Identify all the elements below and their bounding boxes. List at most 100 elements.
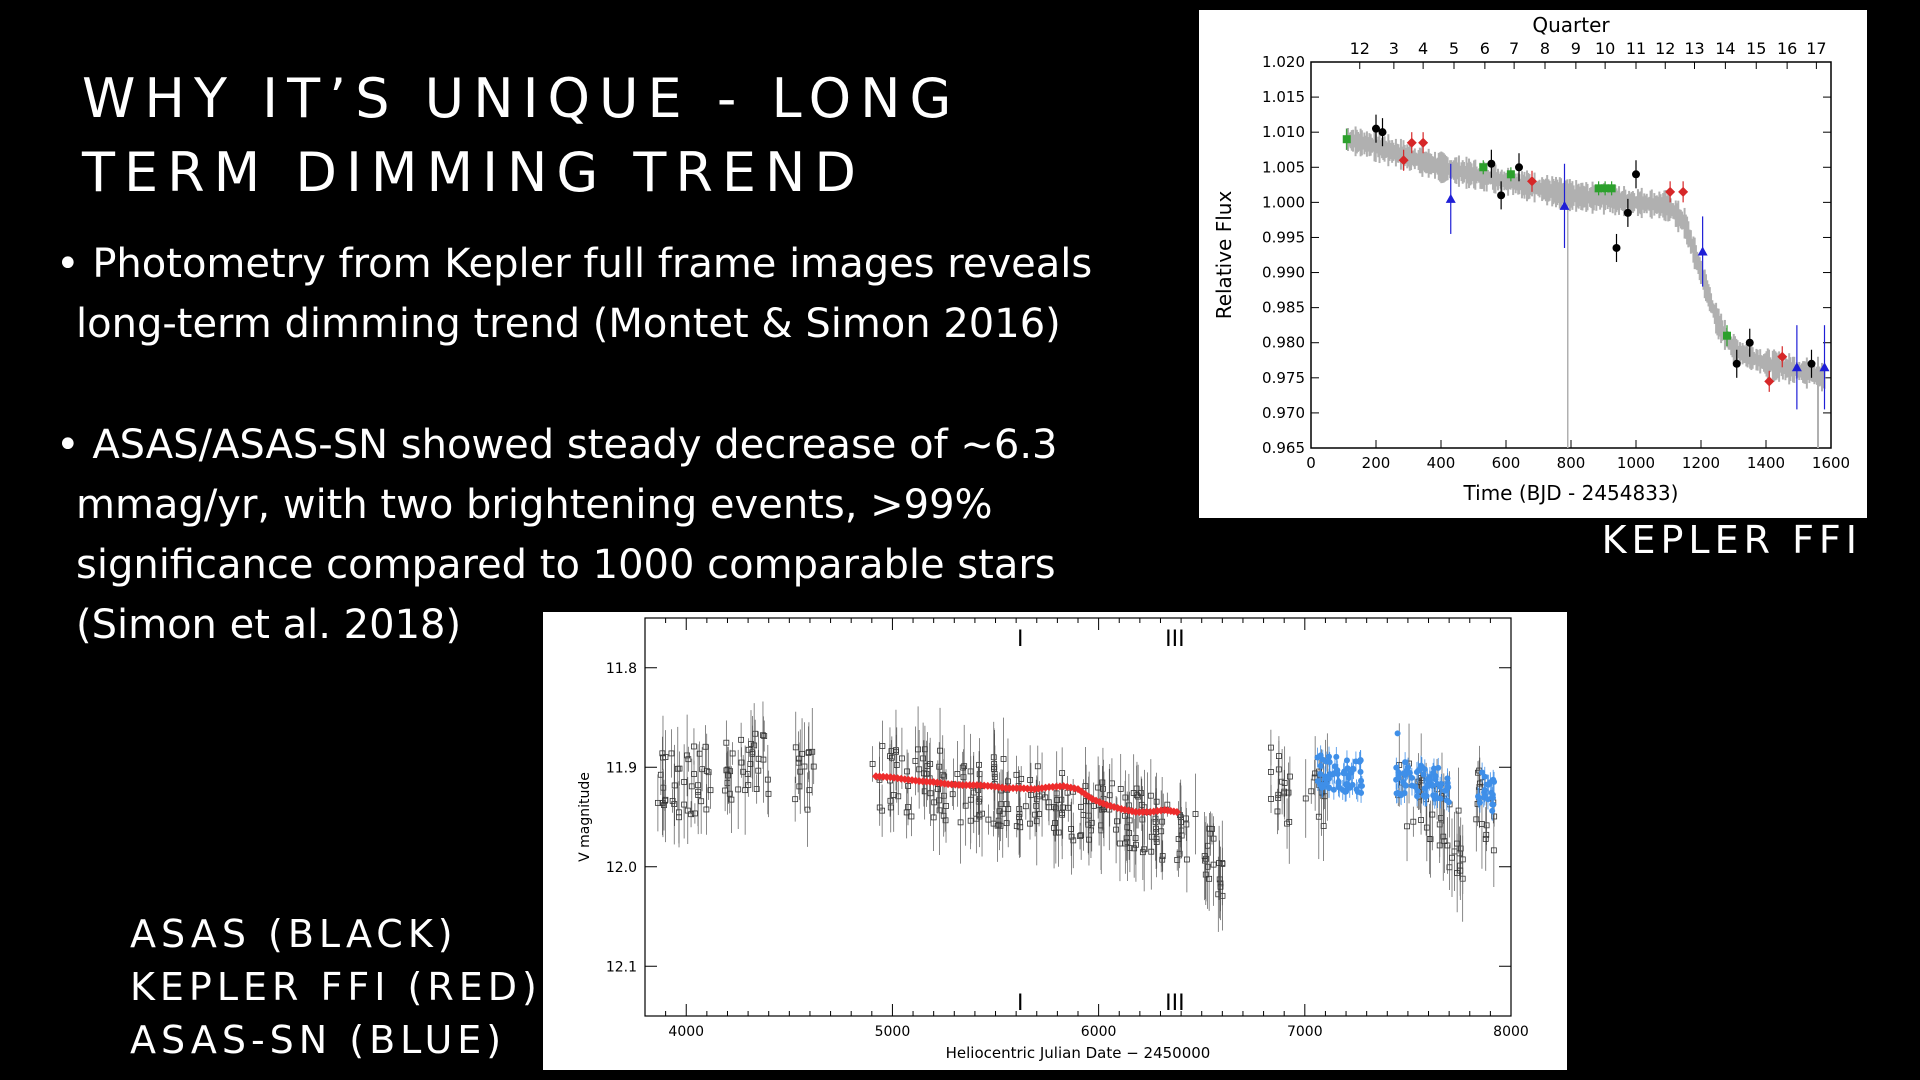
asas-data-point [942, 817, 949, 824]
asas-data-point [1158, 828, 1165, 835]
asas-data-point [1003, 820, 1010, 827]
asas-data-point [869, 761, 876, 767]
asas-data-point [976, 813, 983, 820]
kepler-data-point [1777, 351, 1788, 362]
asas-data-point [991, 764, 998, 771]
kepler-data-point [1497, 191, 1506, 200]
asas-data-point [908, 813, 915, 820]
asassn-data-point [1326, 758, 1333, 765]
asas-y-tick-label: 12.0 [606, 860, 637, 876]
asas-data-point [976, 761, 982, 768]
asas-data-point [1159, 853, 1166, 859]
kepler-data-point [1601, 184, 1610, 193]
asas-data-point [1122, 840, 1129, 847]
asassn-data-point [1430, 792, 1437, 799]
kepler-quarter-tick-label: 16 [1777, 39, 1797, 58]
asas-x-tick-label: 7000 [1287, 1024, 1323, 1040]
asas-data-point [806, 749, 812, 756]
asassn-data-point [1487, 779, 1494, 786]
asassn-data-point [1402, 759, 1409, 766]
asassn-data-point [1489, 791, 1496, 798]
asas-data-point [696, 750, 703, 757]
kepler-y-tick-label: 1.005 [1262, 158, 1305, 176]
kepler-data-point [1445, 193, 1456, 203]
asas-data-point [735, 786, 742, 793]
asas-data-point [810, 763, 817, 770]
asas-data-point [797, 768, 804, 775]
kepler-data-point [1398, 155, 1409, 166]
kepler-data-point [1406, 137, 1417, 148]
asas-data-point [997, 822, 1004, 829]
slide-title-line-2: TERM DIMMING TREND [82, 141, 865, 204]
asassn-data-point [1479, 769, 1486, 776]
asas-data-point [920, 755, 926, 762]
asas-data-point [1440, 833, 1447, 840]
asas-data-point [1473, 816, 1480, 823]
asas-data-point [676, 814, 682, 821]
asas-data-point [1274, 808, 1281, 815]
kepler-data-point [1418, 137, 1429, 148]
asas-data-point [1052, 820, 1058, 826]
asas-data-point [935, 786, 941, 793]
kepler-ffi-data-point [1059, 782, 1068, 791]
asas-data-point [707, 787, 714, 794]
asas-data-point [1135, 793, 1142, 800]
asas-data-point [1055, 829, 1062, 836]
asas-data-point [1095, 784, 1102, 791]
bullet-dot-icon: • [56, 422, 80, 468]
kepler-data-point [1791, 362, 1802, 372]
bullet-text: • Photometry from Kepler full frame imag… [56, 234, 1146, 354]
asas-x-tick-label: 4000 [668, 1024, 704, 1040]
asassn-data-point [1317, 752, 1324, 759]
asas-event-marker-bottom: I [1017, 991, 1024, 1016]
asas-data-point [669, 797, 676, 804]
kepler-ffi-data-point [1074, 785, 1082, 794]
asas-data-point [792, 796, 799, 803]
asassn-data-point [1353, 786, 1360, 793]
asas-data-point [1202, 871, 1209, 878]
asas-data-point [749, 751, 756, 757]
asas-data-point [747, 761, 754, 767]
asas-data-point [723, 739, 730, 746]
asas-data-point [1139, 816, 1146, 823]
kepler-x-tick-label: 400 [1427, 454, 1456, 472]
asas-data-point [1176, 850, 1183, 857]
asas-data-point [753, 786, 760, 792]
asas-data-point [764, 776, 771, 783]
asas-data-point [1441, 838, 1448, 845]
asas-data-point [765, 790, 772, 797]
legend-note-asas-sn: ASAS-SN (BLUE) [130, 1018, 507, 1062]
asas-data-point [1175, 836, 1182, 842]
kepler-quarter-tick-label: 4 [1418, 39, 1428, 58]
kepler-ffi-data-point [1077, 787, 1086, 796]
asas-data-point [702, 743, 709, 750]
asas-data-point [1183, 856, 1190, 863]
bullet-dot-icon: • [56, 241, 80, 287]
asassn-data-point [1414, 793, 1421, 800]
asas-data-point [698, 798, 705, 805]
kepler-data-point [1372, 124, 1380, 133]
asas-data-point [899, 755, 905, 762]
asassn-data-point [1343, 757, 1350, 764]
asassn-data-point [1395, 775, 1402, 782]
asassn-data-point [1434, 795, 1441, 802]
kepler-data-point [1764, 376, 1775, 387]
asas-data-point [904, 768, 910, 775]
asas-data-point [920, 770, 927, 777]
kepler-ffi-data-point [1041, 783, 1050, 792]
asas-data-point [996, 808, 1003, 815]
kepler-ffi-data-point [940, 779, 949, 788]
asas-data-point [1427, 836, 1434, 843]
asas-data-point [703, 767, 710, 774]
kepler-quarter-tick-label: 10 [1595, 39, 1615, 58]
asas-data-point [684, 807, 691, 814]
asas-data-point [1423, 824, 1430, 831]
kepler-y-tick-label: 1.015 [1262, 88, 1305, 106]
asas-data-point [1027, 777, 1034, 783]
asas-data-point [887, 804, 894, 811]
asas-x-tick-label: 5000 [875, 1024, 911, 1040]
asas-data-point [1281, 790, 1288, 797]
asas-data-point [916, 766, 923, 773]
kepler-quarter-tick-label: 13 [1684, 39, 1704, 58]
asas-data-point [745, 746, 752, 753]
